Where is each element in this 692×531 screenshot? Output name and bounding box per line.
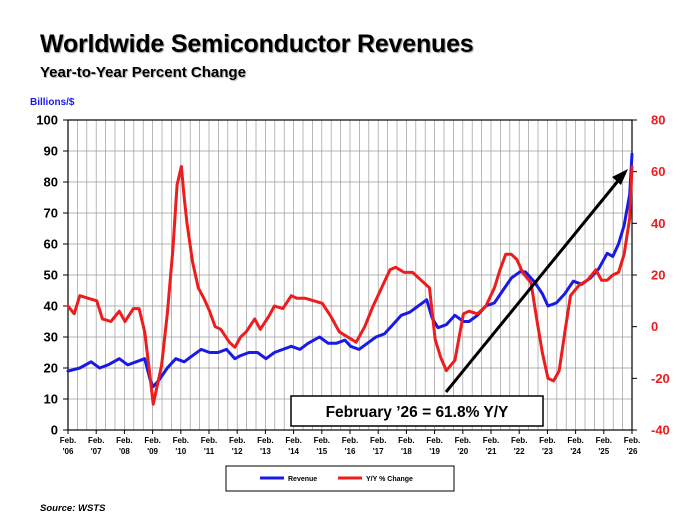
y2-tick-label: 40 [651,216,665,231]
x-tick-label: '18 [401,447,412,456]
x-tick-label: Feb. [398,436,414,445]
grid-lines [67,120,633,430]
x-tick-label: '24 [570,447,581,456]
x-tick-label: '07 [91,447,102,456]
y-tick-label: 30 [44,330,58,345]
y2-tick-label: 20 [651,268,665,283]
x-tick-label: Feb. [201,436,217,445]
source-note: Source: WSTS [40,503,106,514]
x-tick-label: Feb. [624,436,640,445]
x-tick-label: '16 [345,447,356,456]
legend-label-revenue: Revenue [288,476,317,483]
x-tick-label: Feb. [173,436,189,445]
chart-svg: 0 10 20 30 40 50 60 70 80 90 100 Billions/$ -40 -20 0 2… [30,97,670,492]
x-tick-label: Feb. [60,436,76,445]
x-tick-label: Feb. [342,436,358,445]
x-tick-label: '20 [457,447,468,456]
y2-tick-label: 0 [651,319,658,334]
y-tick-label: 0 [51,423,58,438]
y2-tick-label: -20 [651,371,670,386]
callout-arrow-head [612,169,628,185]
legend-label-yoy-change: Y/Y % Change [366,476,413,483]
y-tick-label: 100 [36,113,58,128]
callout-box [290,395,544,427]
x-tick-label: '09 [147,447,158,456]
y-tick-label: 20 [44,361,58,376]
x-tick-label: Feb. [370,436,386,445]
y-axis-label: Billions/$ [30,97,75,108]
x-tick-label: Feb. [144,436,160,445]
x-tick-label: Feb. [314,436,330,445]
x-tick-label: '10 [175,447,186,456]
chart-title: Worldwide Semiconductor Revenues [40,30,474,58]
x-tick-label: Feb. [539,436,555,445]
x-tick-label: Feb. [229,436,245,445]
series-line-yoy-change [66,165,634,406]
x-tick-label: '22 [514,447,525,456]
x-tick-label: '15 [316,447,327,456]
callout-arrow-line [444,175,624,393]
y-tick-label: 10 [44,392,58,407]
y-tick-label: 80 [44,175,58,190]
x-tick-label: Feb. [455,436,471,445]
y2-tick-label: 60 [651,164,665,179]
x-tick-label: '08 [119,447,130,456]
x-tick-label: '21 [486,447,497,456]
x-tick-label: '14 [288,447,299,456]
x-tick-label: Feb. [257,436,273,445]
x-tick-label: '13 [260,447,271,456]
callout-text: February ’26 = 61.8% Y/Y [326,404,509,421]
x-tick-label: '19 [429,447,440,456]
x-tick-label: Feb. [88,436,104,445]
y2-tick-label: -40 [651,423,670,438]
x-tick-label: Feb. [116,436,132,445]
x-tick-label: Feb. [511,436,527,445]
x-tick-label: '26 [627,447,638,456]
x-tick-label: Feb. [567,436,583,445]
y-tick-label: 70 [44,206,58,221]
x-tick-label: Feb. [426,436,442,445]
x-tick-label: Feb. [596,436,612,445]
x-tick-label: Feb. [285,436,301,445]
y2-tick-label: 80 [651,113,665,128]
x-tick-label: '25 [598,447,609,456]
x-tick-label: Feb. [483,436,499,445]
y-tick-label: 60 [44,237,58,252]
y-tick-label: 50 [44,268,58,283]
y-tick-label: 40 [44,299,58,314]
series-line-revenue [66,152,634,389]
x-tick-label: '17 [373,447,384,456]
y-tick-label: 90 [44,144,58,159]
x-tick-label: '11 [204,447,215,456]
chart-subtitle: Year-to-Year Percent Change [40,64,246,81]
x-tick-label: '06 [63,447,74,456]
x-tick-label: '23 [542,447,553,456]
x-tick-label: '12 [232,447,243,456]
